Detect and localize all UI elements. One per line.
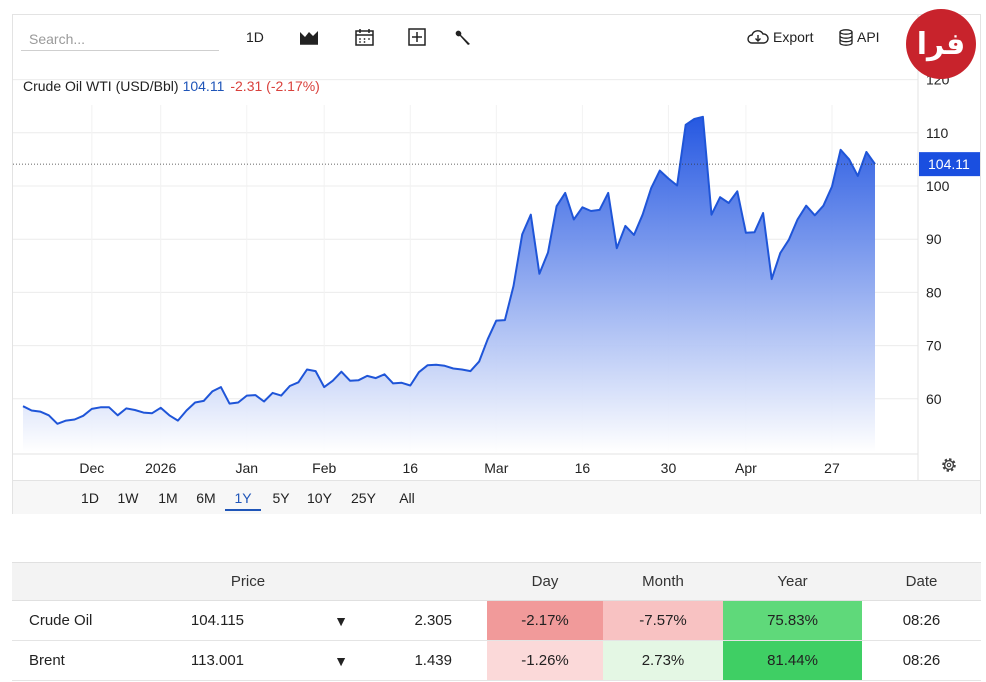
- header-arrow: [312, 562, 370, 601]
- row-change: 1.439: [370, 640, 487, 681]
- y-tick-label: 100: [926, 178, 950, 194]
- series-line: [22, 115, 876, 425]
- x-tick-label: 16: [402, 460, 418, 476]
- y-tick-label: 90: [926, 231, 942, 247]
- chart-price: 104.11: [182, 78, 225, 94]
- table-row[interactable]: Crude Oil 104.115 ▼ 2.305 -2.17% -7.57% …: [12, 600, 981, 641]
- last-price-tag: [919, 152, 980, 177]
- wrench-icon[interactable]: [454, 25, 472, 49]
- range-button-1d[interactable]: 1D: [81, 490, 99, 506]
- x-tick-label: Mar: [484, 460, 508, 476]
- row-month: -7.57%: [603, 600, 723, 641]
- row-month: 2.73%: [603, 640, 723, 681]
- row-name[interactable]: Brent: [12, 640, 184, 681]
- y-tick-label: 70: [926, 338, 942, 354]
- x-tick-label: 30: [661, 460, 677, 476]
- header-change: [370, 562, 487, 601]
- row-price: 104.115: [184, 600, 312, 641]
- row-date: 08:26: [862, 600, 981, 641]
- chart-type-icon[interactable]: [299, 25, 319, 49]
- last-price-label: 104.11: [928, 156, 970, 172]
- x-tick-label: 16: [575, 460, 591, 476]
- y-tick-label: 80: [926, 284, 942, 300]
- interval-button[interactable]: 1D: [246, 29, 264, 45]
- row-date: 08:26: [862, 640, 981, 681]
- calendar-icon[interactable]: [355, 25, 374, 49]
- export-button[interactable]: Export: [747, 25, 813, 49]
- chart-change: -2.31 (-2.17%): [230, 78, 320, 94]
- down-arrow-icon: ▼: [312, 640, 370, 681]
- range-button-1w[interactable]: 1W: [117, 490, 139, 506]
- chart-panel: 60 70 80 90 100 110 120 104.11 Dec 2026 Jan Feb 16 Ma…: [12, 14, 981, 514]
- x-tick-label: Apr: [735, 460, 757, 476]
- range-button-6m[interactable]: 6M: [196, 490, 216, 506]
- area-fill: [23, 116, 875, 453]
- x-tick-label: 27: [824, 460, 840, 476]
- range-button-25y[interactable]: 25Y: [351, 490, 376, 506]
- header-price: Price: [184, 562, 312, 601]
- chart-toolbar: 1D Export API: [13, 15, 980, 59]
- quotes-table: Price Day Month Year Date Crude Oil 104.…: [12, 562, 981, 681]
- x-tick-label: Dec: [79, 460, 104, 476]
- header-month: Month: [603, 562, 723, 601]
- cloud-download-icon: [747, 30, 769, 44]
- range-button-5y[interactable]: 5Y: [272, 490, 290, 506]
- gear-icon[interactable]: [940, 456, 958, 479]
- range-button-1y[interactable]: 1Y: [225, 490, 261, 511]
- range-button-1m[interactable]: 1M: [158, 490, 178, 506]
- table-row[interactable]: Brent 113.001 ▼ 1.439 -1.26% 2.73% 81.44…: [12, 640, 981, 681]
- range-button-all[interactable]: All: [399, 490, 415, 506]
- table-header-row: Price Day Month Year Date: [12, 562, 981, 601]
- chart-title: Crude Oil WTI (USD/Bbl): [23, 78, 179, 94]
- search-input[interactable]: [21, 27, 219, 51]
- row-year: 75.83%: [723, 600, 862, 641]
- database-icon: [839, 28, 853, 46]
- y-tick-label: 110: [926, 125, 949, 141]
- row-price: 113.001: [184, 640, 312, 681]
- export-label: Export: [773, 29, 814, 45]
- header-year: Year: [723, 562, 862, 601]
- api-button[interactable]: API: [839, 25, 880, 49]
- x-tick-label: 2026: [145, 460, 176, 476]
- x-tick-label: Feb: [312, 460, 336, 476]
- header-day: Day: [487, 562, 603, 601]
- row-year: 81.44%: [723, 640, 862, 681]
- range-button-10y[interactable]: 10Y: [307, 490, 332, 506]
- y-tick-label: 60: [926, 391, 942, 407]
- add-indicator-icon[interactable]: [408, 25, 426, 49]
- header-date: Date: [862, 562, 981, 601]
- header-name: [12, 562, 184, 601]
- site-logo: فرا: [906, 9, 976, 79]
- row-day: -1.26%: [487, 640, 603, 681]
- row-change: 2.305: [370, 600, 487, 641]
- x-tick-label: Jan: [235, 460, 258, 476]
- chart-header: Crude Oil WTI (USD/Bbl) 104.11 -2.31 (-2.1…: [23, 78, 320, 94]
- down-arrow-icon: ▼: [312, 600, 370, 641]
- row-name[interactable]: Crude Oil: [12, 600, 184, 641]
- row-day: -2.17%: [487, 600, 603, 641]
- range-selector: 1D 1W 1M 6M 1Y 5Y 10Y 25Y All: [13, 480, 980, 514]
- api-label: API: [857, 29, 880, 45]
